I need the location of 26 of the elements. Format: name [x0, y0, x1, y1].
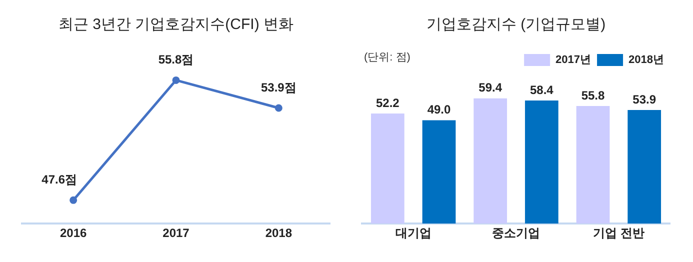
- x-tick-label: 2018: [265, 226, 292, 240]
- x-tick-label: 중소기업: [492, 226, 540, 240]
- x-tick-label: 2016: [60, 226, 88, 240]
- data-label: 47.6점: [42, 172, 78, 186]
- bar: [628, 110, 662, 224]
- bar: [422, 120, 456, 224]
- data-label: 53.9점: [260, 80, 296, 94]
- x-tick-label: 기업 전반: [592, 226, 644, 240]
- chart-title: 기업호감지수 (기업규모별): [426, 16, 606, 34]
- legend-label: 2018년: [628, 54, 664, 66]
- data-label: 53.9: [632, 92, 656, 106]
- data-label: 58.4: [530, 82, 554, 97]
- legend-label: 2017년: [556, 54, 592, 66]
- bar: [474, 98, 508, 224]
- data-label: 59.4: [478, 80, 502, 95]
- bar: [524, 100, 558, 224]
- data-label: 55.8점: [158, 52, 194, 67]
- bar: [576, 106, 610, 224]
- chart-title: 최근 3년간 기업호감지수(CFI) 변화: [58, 16, 294, 34]
- bar: [370, 114, 404, 224]
- data-label: 52.2: [376, 96, 400, 110]
- data-label: 49.0: [427, 102, 451, 117]
- data-label: 55.8: [581, 88, 605, 102]
- text: (단위: 점): [364, 52, 410, 64]
- x-tick-label: 2017: [162, 226, 190, 240]
- x-tick-label: 대기업: [395, 226, 432, 240]
